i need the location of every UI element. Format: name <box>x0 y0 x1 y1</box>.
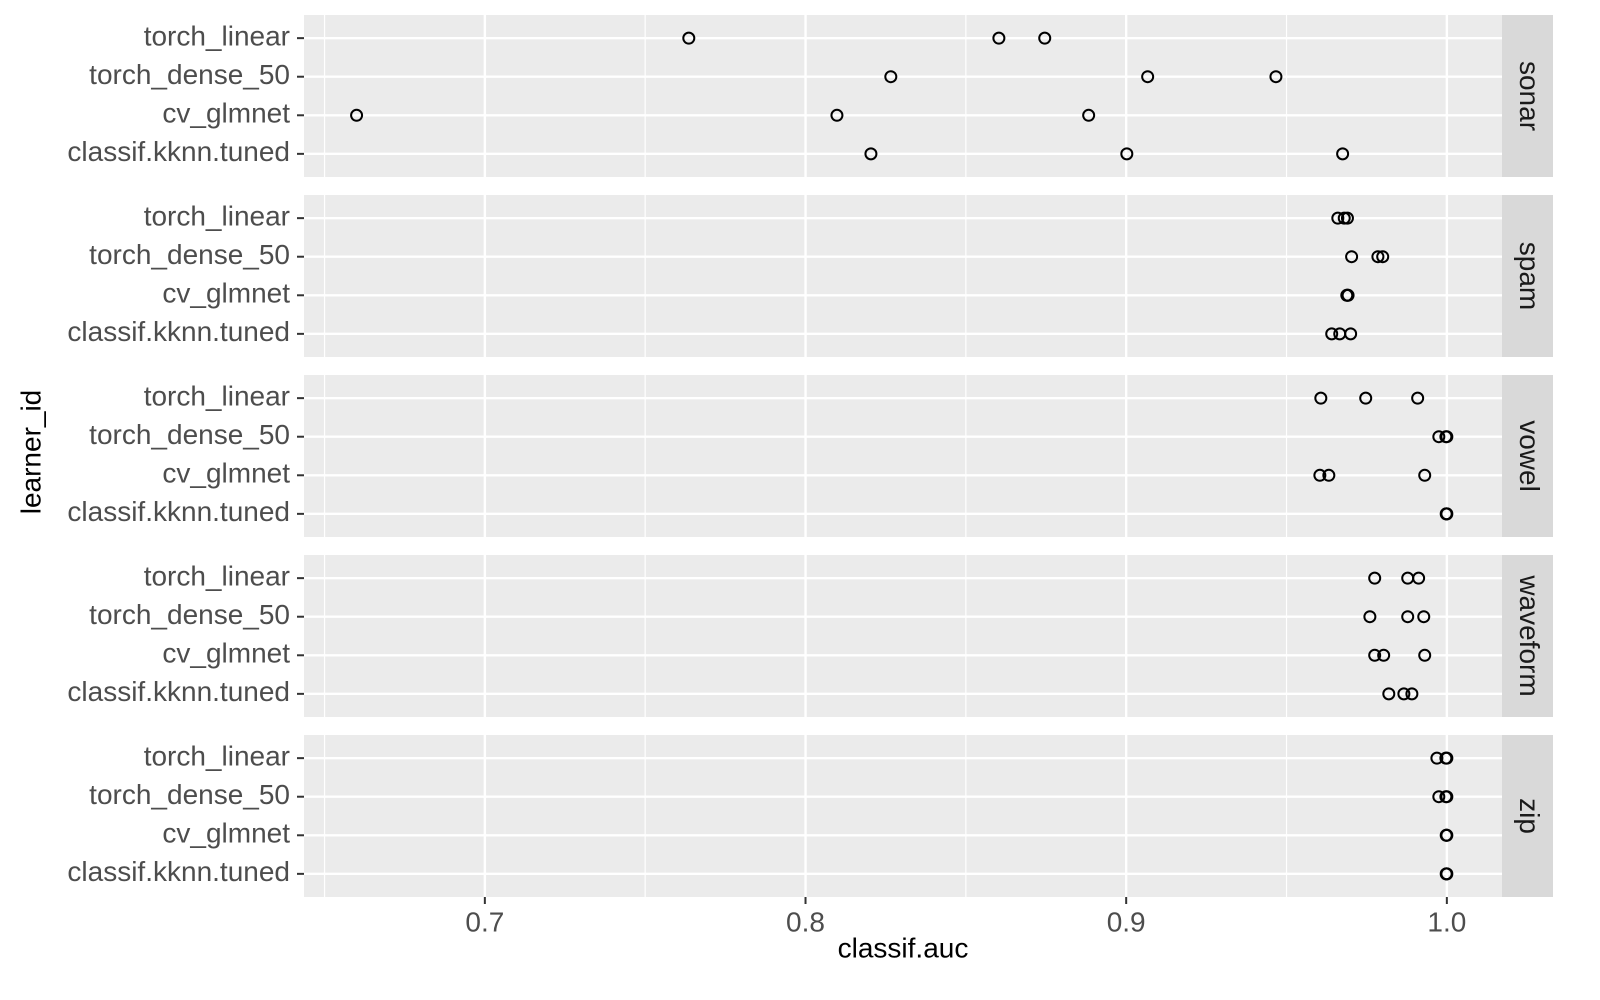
point <box>1440 790 1454 804</box>
point <box>1376 250 1390 264</box>
point <box>1432 790 1446 804</box>
x-tick-label: 0.9 <box>1107 906 1146 937</box>
point <box>1082 108 1096 122</box>
point <box>1440 430 1454 444</box>
y-tick-label: cv_glmnet <box>162 818 290 849</box>
point <box>682 31 696 45</box>
point <box>1412 571 1426 585</box>
panel-background <box>304 375 1502 537</box>
panel-background <box>304 555 1502 717</box>
y-tick-label: cv_glmnet <box>162 98 290 129</box>
y-tick-label: cv_glmnet <box>162 638 290 669</box>
facet-label: waveform <box>1514 574 1545 696</box>
point <box>1341 288 1355 302</box>
point <box>992 31 1006 45</box>
point <box>1141 70 1155 84</box>
point <box>1418 468 1432 482</box>
facet-label: zip <box>1514 798 1545 834</box>
point <box>1401 610 1415 624</box>
point <box>1397 687 1411 701</box>
point <box>1120 147 1134 161</box>
point <box>1345 250 1359 264</box>
point <box>350 108 364 122</box>
y-tick-label: classif.kknn.tuned <box>67 496 290 527</box>
y-tick-label: torch_dense_50 <box>89 59 290 90</box>
y-tick-label: cv_glmnet <box>162 278 290 309</box>
point <box>884 70 898 84</box>
y-tick-label: torch_dense_50 <box>89 599 290 630</box>
point <box>1314 391 1328 405</box>
facet-label: sonar <box>1514 61 1545 131</box>
y-tick-label: torch_linear <box>144 561 290 592</box>
point <box>1368 571 1382 585</box>
point <box>1440 867 1454 881</box>
y-tick-label: classif.kknn.tuned <box>67 316 290 347</box>
facet-strip <box>1502 735 1553 897</box>
y-tick-label: torch_dense_50 <box>89 779 290 810</box>
y-tick-label: torch_dense_50 <box>89 419 290 450</box>
point <box>1440 507 1454 521</box>
point <box>1377 648 1391 662</box>
facet-label: vowel <box>1514 420 1545 492</box>
point <box>1382 687 1396 701</box>
point <box>1325 327 1339 341</box>
point <box>1344 327 1358 341</box>
point <box>1418 648 1432 662</box>
point <box>864 147 878 161</box>
y-tick-label: cv_glmnet <box>162 458 290 489</box>
point <box>1363 610 1377 624</box>
point <box>1405 687 1419 701</box>
y-tick-label: torch_linear <box>144 741 290 772</box>
y-axis-title: learner_id <box>15 390 46 515</box>
facet-strip <box>1502 15 1553 177</box>
point <box>1336 147 1350 161</box>
y-tick-label: torch_linear <box>144 21 290 52</box>
x-axis-title: classif.auc <box>838 932 969 963</box>
point <box>1340 211 1354 225</box>
point <box>1417 610 1431 624</box>
point <box>1322 468 1336 482</box>
y-tick-label: torch_dense_50 <box>89 239 290 270</box>
facet-strip <box>1502 555 1553 717</box>
panel-background <box>304 735 1502 897</box>
point <box>1038 31 1052 45</box>
facet-strip <box>1502 195 1553 357</box>
panel-background <box>304 15 1502 177</box>
point <box>1371 250 1385 264</box>
panel-background <box>304 195 1502 357</box>
facet-label: spam <box>1514 242 1545 310</box>
x-tick-label: 0.7 <box>465 906 504 937</box>
point <box>1440 828 1454 842</box>
facet-strip <box>1502 375 1553 537</box>
y-tick-label: torch_linear <box>144 381 290 412</box>
x-tick-label: 0.8 <box>786 906 825 937</box>
point <box>830 108 844 122</box>
point <box>1430 751 1444 765</box>
point <box>1368 648 1382 662</box>
point <box>1440 751 1454 765</box>
point <box>1313 468 1327 482</box>
point <box>1269 70 1283 84</box>
point <box>1411 391 1425 405</box>
x-tick-label: 1.0 <box>1427 906 1466 937</box>
y-tick-label: torch_linear <box>144 201 290 232</box>
point <box>1331 211 1345 225</box>
y-tick-label: classif.kknn.tuned <box>67 856 290 887</box>
y-tick-label: classif.kknn.tuned <box>67 136 290 167</box>
point <box>1432 430 1446 444</box>
y-tick-label: classif.kknn.tuned <box>67 676 290 707</box>
point <box>1359 391 1373 405</box>
